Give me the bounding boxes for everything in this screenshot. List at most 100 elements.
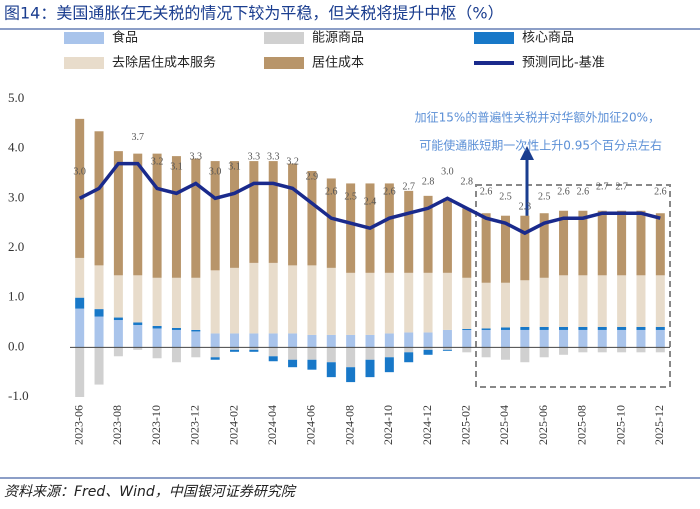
data-label: 3.1	[228, 162, 241, 173]
legend-label: 居住成本	[312, 56, 364, 71]
bar	[346, 183, 356, 273]
bar	[462, 208, 472, 278]
data-label: 3.7	[131, 132, 144, 143]
x-tick-label: 2024-02	[226, 405, 240, 445]
data-label: 3.3	[190, 152, 203, 163]
bar	[268, 347, 278, 357]
bar	[423, 349, 433, 355]
bar	[617, 326, 627, 330]
y-tick-label: 4.0	[8, 140, 24, 155]
bar	[365, 347, 375, 360]
bar	[288, 333, 298, 348]
bar	[597, 326, 607, 330]
data-label: 2.9	[306, 172, 319, 183]
data-label: 2.4	[364, 196, 377, 207]
x-tick-label: 2023-12	[188, 405, 202, 445]
bar	[75, 347, 85, 397]
bar	[462, 277, 472, 329]
bar	[152, 347, 162, 359]
bar	[152, 153, 162, 278]
x-tick-label: 2024-12	[420, 405, 434, 445]
bar	[617, 210, 627, 276]
bar	[520, 215, 530, 281]
legend-swatch	[474, 32, 514, 44]
bar	[597, 275, 607, 327]
bar	[346, 347, 356, 368]
bar	[578, 347, 588, 353]
line	[78, 161, 661, 236]
bar	[539, 347, 549, 358]
bar	[268, 262, 278, 334]
data-label: 2.5	[538, 191, 551, 202]
bar	[636, 329, 646, 348]
bar	[462, 347, 472, 353]
data-label: 2.8	[422, 177, 435, 188]
x-tick-label: 2024-08	[342, 405, 356, 445]
bar	[230, 267, 240, 334]
bar	[404, 332, 414, 348]
bar	[559, 326, 569, 330]
bar	[500, 282, 510, 328]
x-tick-label: 2023-06	[71, 405, 85, 445]
bar	[75, 308, 85, 348]
bar	[539, 277, 549, 327]
bar	[578, 210, 588, 276]
bar	[191, 158, 201, 278]
bar	[268, 161, 278, 263]
bar	[75, 257, 85, 298]
bar	[655, 347, 665, 353]
bar	[133, 347, 143, 350]
bar	[636, 275, 646, 327]
bar	[307, 359, 317, 370]
bar	[230, 333, 240, 348]
data-label: 2.6	[480, 186, 493, 197]
bar	[597, 210, 607, 276]
bar	[171, 327, 181, 330]
bar	[288, 347, 298, 360]
bar	[249, 333, 259, 348]
y-tick-label: 3.0	[8, 189, 24, 204]
bar	[94, 131, 104, 266]
bar	[384, 357, 394, 373]
bar	[171, 329, 181, 348]
y-tick-label: 2.0	[8, 239, 24, 254]
bar	[404, 352, 414, 363]
bar	[326, 334, 336, 348]
bar	[384, 333, 394, 348]
bar	[210, 161, 220, 271]
bar	[249, 262, 259, 334]
bar	[133, 275, 143, 323]
data-label: 3.2	[286, 157, 299, 168]
x-tick-label: 2025-06	[536, 405, 550, 445]
bar	[462, 328, 472, 330]
bar	[404, 347, 414, 353]
source: 资料来源：Fred、Wind，中国银河证券研究院	[4, 484, 297, 500]
bar	[191, 331, 201, 348]
bar	[210, 270, 220, 334]
legend-label: 能源商品	[312, 31, 364, 46]
bar	[365, 334, 375, 348]
bar	[75, 118, 85, 258]
bar	[191, 329, 201, 332]
y-tick-label: 5.0	[8, 90, 24, 105]
bar	[210, 333, 220, 348]
bar	[559, 347, 569, 355]
bar	[578, 326, 588, 330]
legend-label: 去除居住成本服务	[112, 55, 216, 71]
bar	[481, 213, 491, 283]
bar	[404, 272, 414, 333]
bar	[210, 357, 220, 360]
legend-label: 食品	[112, 30, 138, 46]
bar	[346, 272, 356, 335]
bar	[191, 277, 201, 330]
bar	[191, 347, 201, 358]
bar	[307, 347, 317, 360]
x-tick-label: 2025-12	[652, 405, 666, 445]
bar	[481, 329, 491, 348]
bar	[113, 151, 123, 276]
data-label: 2.6	[654, 186, 667, 197]
bar	[384, 347, 394, 358]
annotation: 加征15%的普遍性关税并对华额外加征20%，	[415, 110, 660, 125]
bar	[152, 277, 162, 326]
bar	[500, 215, 510, 283]
